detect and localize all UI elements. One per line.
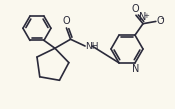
Text: O: O	[157, 16, 164, 26]
Text: +: +	[144, 13, 149, 19]
Text: NH: NH	[86, 42, 99, 50]
Text: -: -	[160, 14, 163, 23]
Text: O: O	[131, 4, 139, 14]
Text: N: N	[139, 12, 147, 22]
Text: N: N	[132, 64, 140, 74]
Text: O: O	[63, 16, 70, 26]
